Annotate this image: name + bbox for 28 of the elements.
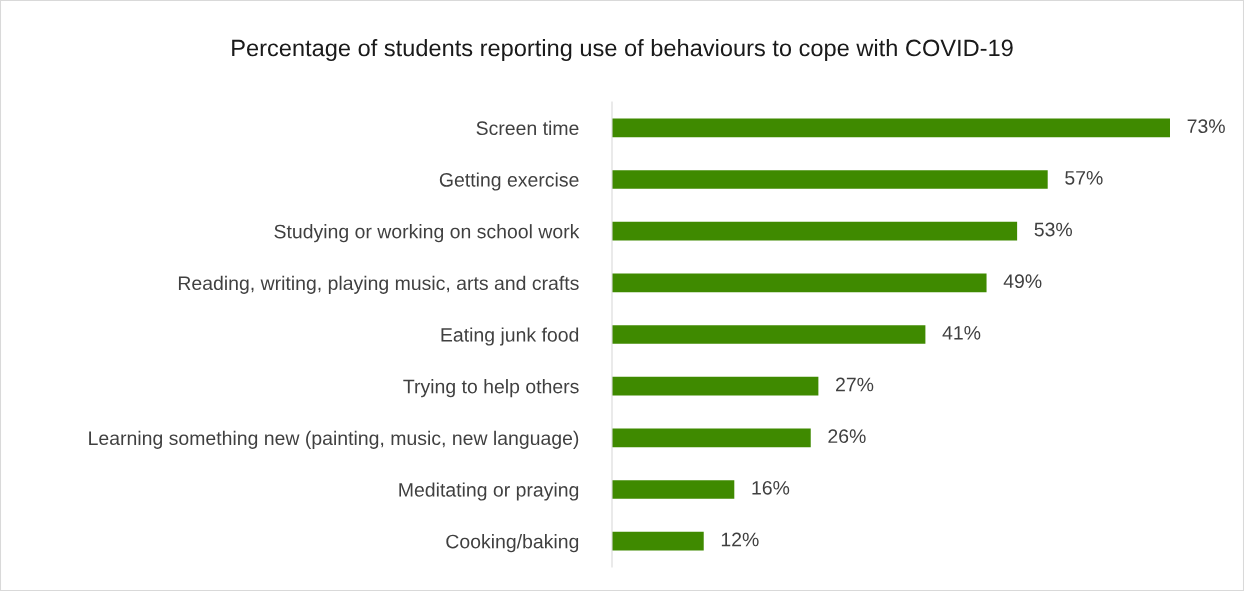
chart-title: Percentage of students reporting use of behaviours to cope with COVID-19 [232, 39, 1013, 62]
y-tick-label: Reading, writing, playing music, arts and crafts [178, 275, 579, 294]
y-tick-label: Screen time [476, 120, 579, 136]
y-tick-label: Eating junk food [441, 327, 579, 346]
y-tick-label: Meditating or praying [399, 482, 579, 501]
data-label: 27% [836, 377, 874, 392]
data-label: 26% [828, 429, 866, 444]
bar [612, 221, 1018, 241]
data-label: 41% [942, 326, 981, 340]
data-label: 49% [1003, 274, 1042, 289]
y-tick-label: Learning something new (painting, music, new language) [89, 430, 579, 449]
bar [612, 118, 1170, 138]
data-label: 16% [752, 480, 790, 495]
data-label: 53% [1034, 222, 1073, 237]
data-label: 57% [1065, 171, 1103, 185]
bar [612, 325, 926, 344]
data-label: 12% [721, 532, 759, 547]
bar [612, 531, 704, 551]
y-tick-label: Cooking/baking [446, 534, 579, 553]
bar [612, 480, 735, 499]
bar [612, 376, 819, 396]
y-tick-label: Getting exercise [439, 172, 579, 191]
bar [612, 428, 811, 448]
bar [612, 273, 987, 293]
data-label: 73% [1187, 119, 1225, 134]
y-tick-label: Studying or working on school work [274, 224, 580, 243]
y-tick-label: Trying to help others [403, 379, 579, 398]
bar [612, 170, 1048, 189]
